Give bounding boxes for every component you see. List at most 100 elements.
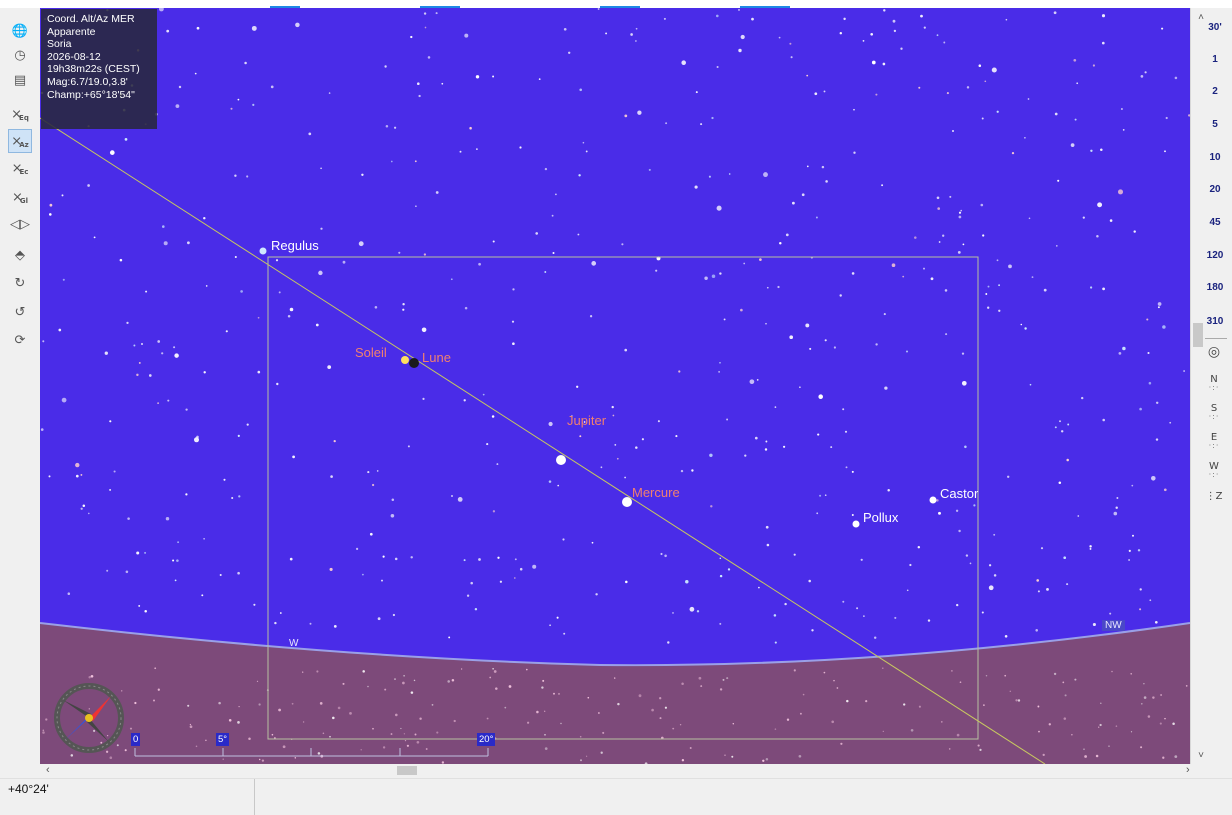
- zoom-button-2[interactable]: 2: [1212, 86, 1218, 97]
- scroll-left-icon[interactable]: ‹: [46, 764, 50, 776]
- star: [839, 31, 843, 35]
- rotate-left-icon[interactable]: ↺: [14, 304, 26, 320]
- star: [751, 17, 754, 21]
- ground-star: [1108, 745, 1110, 747]
- horizontal-scrollbar[interactable]: ‹ ›: [40, 764, 1230, 778]
- star-label-pollux[interactable]: Pollux: [863, 510, 899, 525]
- star: [660, 552, 663, 556]
- ground-star: [42, 731, 45, 734]
- star: [723, 318, 726, 321]
- direction-button-z[interactable]: ⋮Z: [1205, 491, 1223, 502]
- zoom-button-4[interactable]: 10: [1209, 152, 1221, 163]
- ground-star: [278, 708, 281, 712]
- star: [719, 557, 722, 560]
- star: [309, 622, 312, 625]
- planet-label-mercure[interactable]: Mercure: [632, 485, 680, 500]
- star: [61, 397, 67, 403]
- ground-star: [316, 670, 319, 673]
- star: [1066, 583, 1069, 586]
- scroll-down-icon[interactable]: ˅: [1198, 750, 1204, 761]
- star: [161, 352, 164, 355]
- direction-button-e[interactable]: E ·:·: [1208, 432, 1220, 450]
- star: [680, 469, 684, 473]
- star: [884, 386, 888, 390]
- clock-icon[interactable]: ◷: [14, 47, 26, 63]
- vertical-scroll-thumb[interactable]: [1193, 323, 1203, 347]
- star: [448, 636, 451, 639]
- star: [203, 216, 206, 220]
- ground-star: [793, 669, 796, 672]
- flip-horizontal-icon[interactable]: ◁▷: [10, 216, 30, 232]
- zoom-button-6[interactable]: 45: [1209, 217, 1221, 228]
- zoom-button-3[interactable]: 5: [1212, 119, 1218, 130]
- star: [882, 62, 886, 66]
- star: [875, 93, 878, 96]
- star: [1040, 547, 1044, 550]
- scroll-up-icon[interactable]: ˄: [1198, 12, 1204, 23]
- star: [512, 342, 515, 346]
- panel-icon[interactable]: ▤: [13, 72, 27, 88]
- equatorial-grid-icon[interactable]: ⨯ Eq: [11, 106, 29, 123]
- direction-button-n[interactable]: N ·:·: [1208, 374, 1220, 392]
- star-label-regulus[interactable]: Regulus: [271, 238, 319, 253]
- star: [814, 92, 818, 96]
- star: [1133, 230, 1136, 233]
- direction-button-w[interactable]: W ·:·: [1208, 461, 1220, 479]
- ground-star: [42, 729, 45, 732]
- zoom-button-9[interactable]: 310: [1206, 316, 1224, 327]
- star: [982, 234, 985, 237]
- ground-star: [846, 699, 849, 703]
- star: [342, 260, 346, 264]
- ground-star: [823, 671, 826, 674]
- rotate-reset-icon[interactable]: ⟳: [14, 332, 26, 348]
- zenith-view-icon[interactable]: ◎: [1207, 344, 1221, 360]
- star: [624, 348, 628, 352]
- altaz-grid-icon[interactable]: ⨯ Az: [8, 129, 32, 153]
- star: [157, 402, 159, 404]
- star-label-castor[interactable]: Castor: [940, 486, 979, 501]
- star: [1163, 488, 1167, 492]
- star: [457, 497, 463, 502]
- direction-button-s[interactable]: S ·:·: [1208, 403, 1220, 421]
- zoom-button-0[interactable]: 30': [1208, 22, 1222, 33]
- zoom-button-5[interactable]: 20: [1209, 184, 1221, 195]
- planet-label-soleil[interactable]: Soleil: [355, 345, 387, 360]
- star: [625, 580, 628, 584]
- ground-star: [1062, 681, 1065, 684]
- ground-star: [189, 725, 193, 729]
- star: [381, 579, 383, 582]
- globe-icon[interactable]: 🌐: [11, 23, 29, 39]
- galactic-grid-icon[interactable]: ⨯ Gl: [11, 189, 29, 206]
- star: [789, 335, 794, 340]
- sky-chart[interactable]: Regulus Soleil Lune Jupiter Mercure Poll…: [40, 8, 1190, 764]
- star: [1067, 423, 1070, 426]
- star: [491, 415, 495, 418]
- star: [289, 307, 294, 312]
- zoom-button-8[interactable]: 180: [1206, 282, 1224, 293]
- ecliptic-grid-icon[interactable]: ⨯ Ec: [11, 160, 29, 177]
- scroll-right-icon[interactable]: ›: [1186, 764, 1190, 776]
- zoom-button-7[interactable]: 120: [1206, 250, 1224, 261]
- rotate-right-icon[interactable]: ↻: [14, 275, 26, 291]
- flip-vertical-icon[interactable]: ⬘: [15, 247, 25, 263]
- ground-star: [218, 701, 221, 705]
- ground-star: [109, 756, 113, 759]
- ground-star: [882, 730, 884, 733]
- planet-label-jupiter[interactable]: Jupiter: [567, 413, 607, 428]
- ground-star: [329, 735, 331, 738]
- zoom-button-1[interactable]: 1: [1212, 54, 1218, 65]
- star: [675, 435, 678, 438]
- star: [1027, 98, 1030, 100]
- star: [474, 607, 478, 611]
- ground-star: [447, 680, 450, 683]
- field-of-view-rectangle: [267, 256, 979, 740]
- star: [801, 193, 805, 197]
- star: [914, 236, 917, 239]
- planet-jupiter: [556, 455, 566, 465]
- planet-label-lune[interactable]: Lune: [422, 350, 451, 365]
- star: [410, 35, 413, 39]
- star: [415, 205, 417, 208]
- star: [219, 573, 222, 577]
- star: [783, 445, 786, 448]
- horizontal-scroll-thumb[interactable]: [397, 766, 417, 775]
